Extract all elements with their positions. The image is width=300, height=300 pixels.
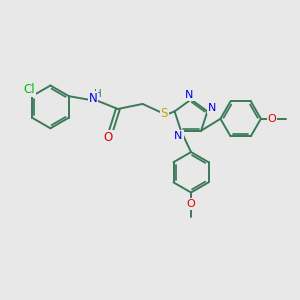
Text: Cl: Cl: [23, 83, 35, 96]
Text: O: O: [187, 199, 195, 209]
Text: N: N: [185, 90, 194, 100]
Text: H: H: [94, 88, 102, 98]
Text: N: N: [88, 92, 97, 105]
Text: O: O: [104, 131, 113, 144]
Text: N: N: [208, 103, 216, 113]
Text: O: O: [268, 114, 277, 124]
Text: N: N: [174, 131, 183, 141]
Text: S: S: [160, 107, 168, 120]
